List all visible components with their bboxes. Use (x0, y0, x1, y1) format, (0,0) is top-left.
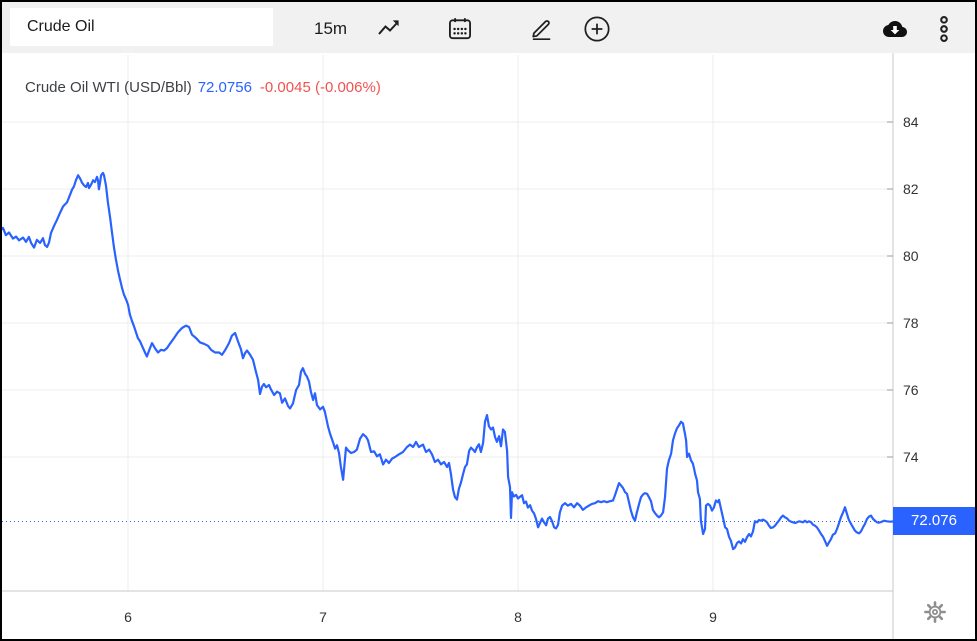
plus-circle-icon (583, 15, 611, 43)
line-chart-icon (376, 17, 402, 41)
price-scale-label: 82 (903, 181, 919, 197)
time-scale-label: 7 (319, 609, 327, 625)
toolbar: 15m (2, 2, 975, 53)
price-scale-label: 74 (903, 449, 919, 465)
price-scale-label: 80 (903, 248, 919, 264)
download-button[interactable] (880, 15, 910, 43)
time-scale-label: 8 (514, 609, 522, 625)
time-scale-label: 9 (709, 609, 717, 625)
calendar-icon (447, 16, 473, 42)
cloud-download-icon (881, 17, 909, 41)
last-price-label: 72.076 (893, 507, 975, 535)
add-button[interactable] (582, 15, 612, 43)
interval-button[interactable]: 15m (308, 2, 353, 53)
symbol-search-input[interactable] (10, 8, 273, 46)
gear-icon (923, 600, 947, 627)
price-scale-label: 78 (903, 315, 919, 331)
chart-legend: Crude Oil WTI (USD/Bbl) 72.0756 -0.0045 (-… (25, 79, 381, 96)
settings-button[interactable] (921, 599, 949, 627)
legend-symbol-name: Crude Oil WTI (USD/Bbl) (25, 79, 192, 96)
price-line-series (2, 171, 895, 551)
price-scale-label: 76 (903, 382, 919, 398)
chart-type-button[interactable] (374, 15, 404, 43)
legend-change: -0.0045 (-0.006%) (259, 79, 381, 96)
price-scale-label: 84 (903, 114, 919, 130)
kebab-menu-icon (931, 15, 957, 43)
pencil-icon (527, 16, 555, 42)
more-options-button[interactable] (929, 15, 959, 43)
draw-button[interactable] (526, 15, 556, 43)
time-scale-label: 6 (124, 609, 132, 625)
calendar-button[interactable] (445, 15, 475, 43)
legend-last-price: 72.0756 (197, 79, 252, 96)
